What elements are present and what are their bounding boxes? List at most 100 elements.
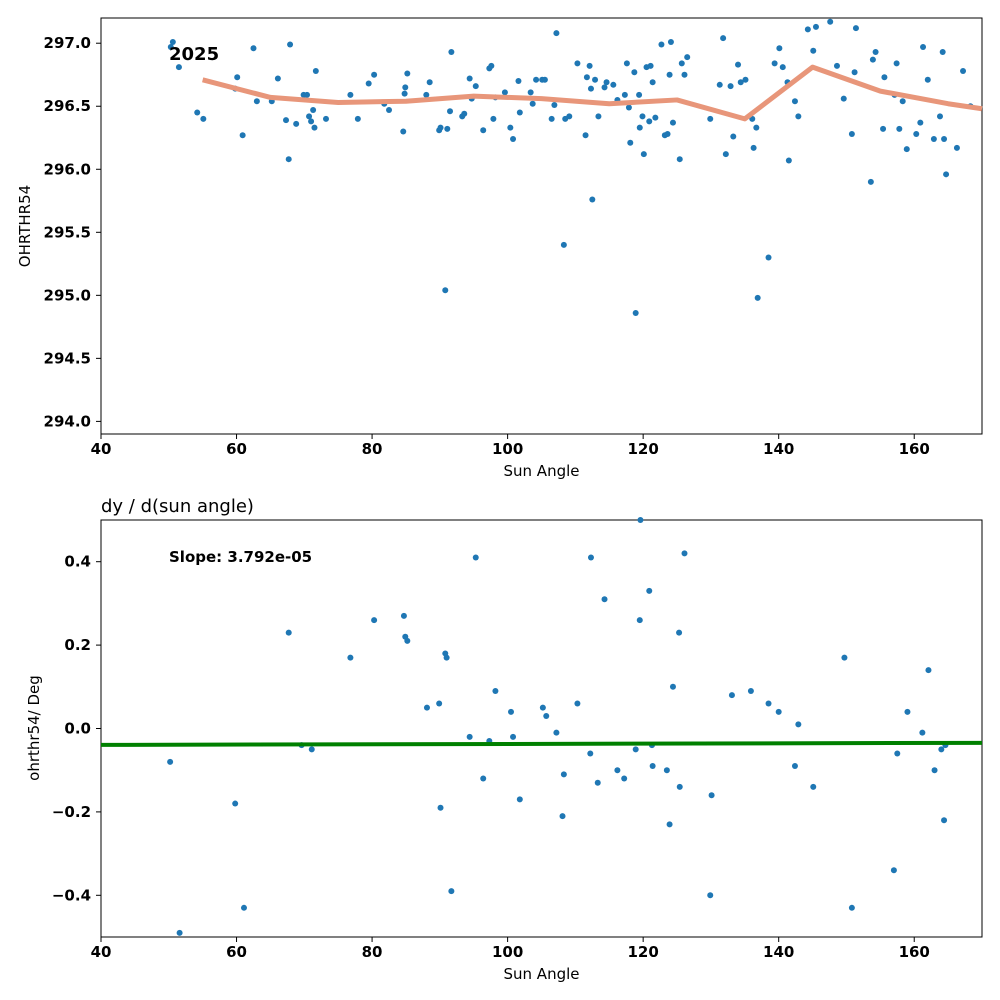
top-scatter-point bbox=[735, 61, 742, 68]
bottom-scatter-point bbox=[480, 775, 487, 782]
top-scatter-point bbox=[896, 125, 903, 132]
bottom-scatter-point bbox=[466, 733, 473, 740]
bottom-scatter-point bbox=[553, 729, 560, 736]
bottom-y-tick-label: 0.4 bbox=[64, 553, 91, 571]
bottom-scatter-point bbox=[176, 929, 183, 936]
top-x-tick-label: 80 bbox=[362, 440, 383, 458]
top-scatter-point bbox=[960, 67, 967, 74]
top-scatter-point bbox=[401, 90, 408, 97]
top-y-tick-label: 297.0 bbox=[44, 34, 91, 52]
top-scatter-point bbox=[639, 113, 646, 120]
top-x-tick-label: 60 bbox=[226, 440, 247, 458]
bottom-scatter-point bbox=[894, 750, 901, 757]
bottom-scatter-point bbox=[508, 708, 515, 715]
top-scatter-point bbox=[647, 62, 654, 69]
top-scatter-point bbox=[810, 47, 817, 54]
top-scatter-point bbox=[541, 76, 548, 83]
top-scatter-point bbox=[310, 107, 317, 114]
bottom-x-tick-label: 40 bbox=[91, 943, 112, 961]
top-scatter-point bbox=[899, 98, 906, 105]
bottom-slope-annotation: Slope: 3.792e-05 bbox=[169, 548, 312, 566]
top-scatter-point bbox=[510, 136, 517, 143]
top-scatter-point bbox=[812, 23, 819, 30]
top-scatter-point bbox=[872, 49, 879, 56]
top-scatter-point bbox=[722, 151, 729, 158]
top-scatter-point bbox=[466, 75, 473, 82]
bottom-panel: dy / d(sun angle) 40 60 80 100 120 140 160 −0.… bbox=[25, 496, 983, 983]
top-x-tick-label: 120 bbox=[627, 440, 658, 458]
top-scatter-point bbox=[404, 70, 411, 77]
top-scatter-point bbox=[851, 69, 858, 76]
top-scatter-point bbox=[666, 71, 673, 78]
top-scatter-point bbox=[488, 62, 495, 69]
top-scatter-point bbox=[646, 118, 653, 125]
top-scatter-point bbox=[827, 18, 834, 25]
top-scatter-point bbox=[930, 136, 937, 143]
top-scatter-point bbox=[472, 83, 479, 90]
top-scatter-point bbox=[234, 74, 241, 81]
top-scatter-point bbox=[920, 43, 927, 50]
top-scatter-point bbox=[285, 156, 292, 163]
top-scatter-point bbox=[253, 98, 260, 105]
top-scatter-point bbox=[287, 41, 294, 48]
bottom-scatter-point bbox=[560, 771, 567, 778]
top-x-tick-label: 40 bbox=[91, 440, 112, 458]
top-scatter-point bbox=[322, 115, 329, 122]
bottom-scatter-point bbox=[404, 637, 411, 644]
top-x-tick-label: 160 bbox=[899, 440, 930, 458]
top-scatter-point bbox=[848, 130, 855, 137]
bottom-y-tick-label: 0.2 bbox=[64, 636, 91, 654]
top-scatter-point bbox=[867, 178, 874, 185]
bottom-scatter-point bbox=[543, 712, 550, 719]
bottom-x-axis-label: Sun Angle bbox=[504, 965, 580, 983]
top-scatter-point bbox=[621, 91, 628, 98]
top-scatter-point bbox=[893, 60, 900, 67]
top-scatter-point bbox=[652, 114, 659, 121]
bottom-scatter-point bbox=[448, 888, 455, 895]
top-scatter-point bbox=[589, 196, 596, 203]
bottom-scatter-point bbox=[931, 767, 938, 774]
top-scatter-point bbox=[720, 35, 727, 42]
top-scatter-point bbox=[304, 91, 311, 98]
top-scatter-point bbox=[169, 38, 176, 45]
bottom-scatter-point bbox=[848, 904, 855, 911]
top-scatter-point bbox=[306, 113, 313, 120]
bottom-scatter-points bbox=[167, 517, 949, 936]
top-scatter-point bbox=[480, 127, 487, 134]
top-scatter-point bbox=[194, 109, 201, 116]
bottom-x-tick-label: 60 bbox=[226, 943, 247, 961]
top-y-tick-label: 294.0 bbox=[44, 412, 91, 430]
top-scatter-point bbox=[490, 115, 497, 122]
top-scatter-point bbox=[274, 75, 281, 82]
top-scatter-point bbox=[529, 100, 536, 107]
top-scatter-point bbox=[423, 91, 430, 98]
top-scatter-point bbox=[371, 71, 378, 78]
bottom-scatter-point bbox=[890, 867, 897, 874]
top-scatter-point bbox=[447, 108, 454, 115]
top-scatter-point bbox=[583, 74, 590, 81]
top-scatter-points bbox=[167, 18, 974, 316]
top-x-axis-label: Sun Angle bbox=[504, 462, 580, 480]
bottom-scatter-point bbox=[632, 746, 639, 753]
bottom-scatter-point bbox=[681, 550, 688, 557]
bottom-x-tick-label: 120 bbox=[627, 943, 658, 961]
top-scatter-point bbox=[574, 60, 581, 67]
bottom-x-tick-label: 160 bbox=[899, 943, 930, 961]
top-scatter-point bbox=[833, 62, 840, 69]
bottom-scatter-point bbox=[510, 733, 517, 740]
bottom-scatter-point bbox=[646, 587, 653, 594]
bottom-scatter-point bbox=[747, 687, 754, 694]
bottom-x-tick-label: 80 bbox=[362, 943, 383, 961]
top-scatter-point bbox=[681, 71, 688, 78]
top-scatter-point bbox=[941, 136, 948, 143]
bottom-scatter-point bbox=[676, 629, 683, 636]
bottom-scatter-point bbox=[559, 813, 566, 820]
bottom-scatter-point bbox=[810, 783, 817, 790]
top-scatter-point bbox=[239, 132, 246, 139]
top-scatter-point bbox=[533, 76, 540, 83]
bottom-scatter-point bbox=[621, 775, 628, 782]
bottom-scatter-point bbox=[587, 554, 594, 561]
bottom-scatter-point bbox=[614, 767, 621, 774]
top-scatter-point bbox=[924, 76, 931, 83]
top-scatter-point bbox=[649, 79, 656, 86]
